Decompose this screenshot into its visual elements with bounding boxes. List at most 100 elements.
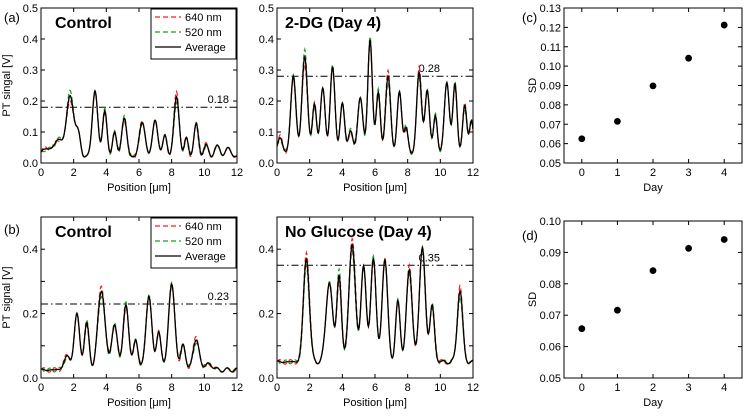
chart-d: 0 1 2 3 4 0.05 0.06 0.07 0.08 0.09 0.10 Day SD (d) [522, 216, 743, 409]
y-axis-label: PT signal [V] [1, 266, 13, 328]
y-tick-label: 0.5 [259, 3, 274, 15]
x-tick-label: 0 [579, 167, 585, 179]
chart-a2: 0 2 4 6 8 10 12 0.0 0.1 0.2 0.3 0.4 0.5 Position [μm]… [259, 3, 479, 194]
legend-label: 640 nm [185, 12, 222, 24]
y-tick-label: 0.11 [540, 42, 561, 54]
x-tick-label: 10 [434, 167, 446, 179]
data-point [720, 21, 728, 29]
legend-label: Average [185, 42, 226, 54]
y-tick-label: 0.13 [540, 3, 561, 15]
x-tick-label: 2 [307, 167, 313, 179]
chart-title: No Glucose (Day 4) [285, 224, 432, 241]
chart-title: Control [55, 15, 112, 32]
x-axis-label: Position [μm] [107, 182, 171, 194]
x-tick-label: 2 [650, 382, 656, 394]
legend: 640 nm 520 nm Average [150, 217, 237, 269]
legend-label: 520 nm [185, 236, 222, 248]
x-tick-label: 12 [231, 167, 243, 179]
data-point [649, 82, 657, 90]
data-point [720, 236, 728, 243]
series-640nm [41, 284, 237, 373]
x-tick-label: 4 [721, 382, 727, 394]
x-tick-label: 1 [614, 167, 620, 179]
y-axis-label: SD [527, 292, 539, 307]
y-tick-label: 0.10 [540, 61, 561, 73]
data-point [578, 325, 586, 333]
y-tick-label: 0.06 [540, 342, 561, 354]
y-tick-label: 0.0 [23, 373, 38, 385]
plot-frame [276, 216, 474, 379]
x-tick-label: 6 [372, 382, 378, 394]
y-tick-label: 0.10 [540, 216, 561, 228]
x-tick-label: 12 [231, 382, 243, 394]
x-tick-label: 6 [372, 167, 378, 179]
x-tick-label: 4 [339, 167, 345, 179]
y-tick-label: 0.2 [23, 96, 38, 108]
x-tick-label: 0 [274, 382, 280, 394]
y-tick-label: 0.08 [540, 279, 561, 291]
panel-label: (d) [522, 228, 538, 243]
x-tick-label: 1 [614, 382, 620, 394]
series-520nm [277, 244, 473, 365]
x-axis-label: Position [μm] [107, 397, 171, 409]
data-point [685, 244, 692, 252]
x-tick-label: 8 [405, 382, 411, 394]
x-tick-label: 2 [71, 167, 77, 179]
x-tick-label: 0 [38, 382, 44, 394]
y-tick-label: 0.06 [540, 139, 561, 151]
data-point [578, 135, 586, 143]
x-tick-label: 0 [579, 382, 585, 394]
x-tick-label: 8 [169, 382, 175, 394]
x-tick-label: 3 [686, 167, 692, 179]
y-tick-label: 0.3 [23, 65, 38, 77]
x-tick-label: 12 [467, 167, 479, 179]
y-tick-label: 0.0 [259, 373, 274, 385]
y-tick-label: 0.1 [23, 127, 38, 139]
x-tick-label: 4 [103, 382, 109, 394]
x-tick-label: 6 [136, 167, 142, 179]
y-tick-label: 0.05 [540, 373, 561, 385]
y-tick-label: 0.3 [259, 65, 274, 77]
data-point [649, 267, 657, 275]
legend-label: 520 nm [185, 27, 222, 39]
x-tick-label: 8 [405, 167, 411, 179]
panel-label: (b) [4, 222, 20, 237]
x-tick-label: 6 [136, 382, 142, 394]
x-axis-label: Day [643, 397, 663, 409]
y-tick-label: 0.09 [540, 247, 561, 259]
y-axis-label: PT singal [V] [1, 54, 13, 116]
x-tick-label: 2 [71, 382, 77, 394]
threshold-label: 0.18 [208, 94, 229, 106]
y-tick-label: 0.2 [259, 96, 274, 108]
y-tick-label: 0.0 [23, 158, 38, 170]
threshold-label: 0.28 [419, 63, 440, 75]
plot-frame [563, 220, 743, 379]
x-tick-label: 4 [339, 382, 345, 394]
y-tick-label: 0.2 [23, 309, 38, 321]
y-tick-label: 0.12 [540, 22, 561, 34]
x-tick-label: 4 [721, 167, 727, 179]
y-tick-label: 0.4 [23, 34, 38, 46]
chart-a1: 0 2 4 6 8 10 12 0.0 0.1 0.2 0.3 0.4 0.5 Position [μm]… [1, 3, 243, 194]
series-average [277, 242, 473, 365]
y-tick-label: 0.07 [540, 119, 561, 131]
series-average [41, 89, 237, 158]
y-tick-label: 0.0 [259, 158, 274, 170]
y-tick-label: 0.4 [259, 244, 274, 256]
y-tick-label: 0.1 [259, 127, 274, 139]
chart-title: Control [55, 224, 112, 241]
data-point [614, 306, 621, 314]
y-tick-label: 0.07 [540, 310, 561, 322]
x-tick-label: 2 [650, 167, 656, 179]
y-axis-label: SD [527, 78, 539, 93]
threshold-label: 0.23 [208, 291, 229, 303]
y-tick-label: 0.05 [540, 158, 561, 170]
x-tick-label: 0 [38, 167, 44, 179]
series-average [41, 282, 237, 373]
data-point [685, 54, 692, 62]
x-tick-label: 10 [434, 382, 446, 394]
y-tick-label: 0.09 [540, 81, 561, 93]
x-tick-label: 10 [198, 382, 210, 394]
series-average [277, 39, 473, 154]
y-tick-label: 0.4 [259, 34, 274, 46]
